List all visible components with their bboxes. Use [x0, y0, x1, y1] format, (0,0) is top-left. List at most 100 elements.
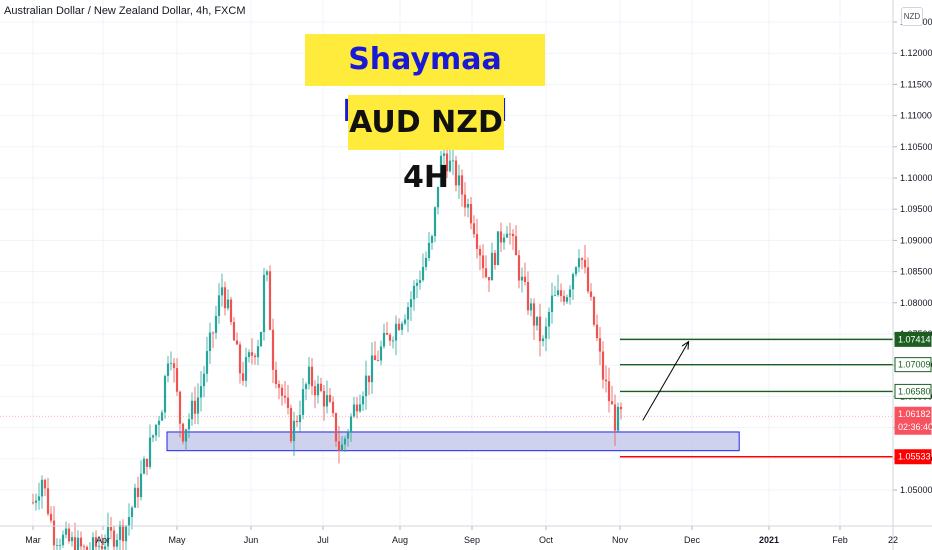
candle-body	[208, 332, 212, 352]
time-axis-label: May	[168, 535, 186, 545]
candle-body	[292, 420, 296, 442]
candle-body	[466, 203, 470, 208]
candle-body	[361, 396, 365, 405]
candle-body	[322, 390, 326, 407]
time-axis-label: Apr	[96, 535, 110, 545]
candle-body	[379, 346, 383, 361]
candle-body	[298, 414, 302, 423]
candle-body	[448, 160, 452, 172]
pair-annotation[interactable]: AUD NZD 4H	[348, 95, 504, 195]
candle-body	[97, 545, 101, 547]
candle-body	[400, 323, 404, 330]
candle-body	[583, 259, 587, 268]
candle-body	[232, 322, 236, 341]
candle-body	[397, 323, 401, 330]
candle-body	[76, 537, 80, 550]
candle-body	[523, 276, 527, 283]
candle-body	[619, 406, 623, 410]
candle-body	[31, 502, 35, 504]
candle-body	[565, 297, 569, 302]
candle-body	[421, 266, 425, 281]
candle-body	[475, 234, 479, 249]
candle-body	[520, 276, 524, 281]
price-tick-label: 1.11500	[900, 79, 932, 89]
candle-body	[106, 527, 110, 547]
candle-body	[187, 419, 191, 430]
symbol-title: Australian Dollar / New Zealand Dollar, …	[4, 5, 246, 17]
candle-body	[82, 546, 86, 548]
candle-body	[508, 233, 512, 235]
candle-body	[325, 395, 329, 407]
candle-body	[412, 285, 416, 300]
candle-body	[538, 316, 542, 342]
candle-body	[469, 203, 473, 224]
candle-body	[364, 375, 368, 397]
candle-body	[586, 267, 590, 292]
candle-body	[265, 271, 269, 275]
candle-body	[40, 479, 44, 497]
candle-body	[211, 332, 215, 334]
candle-body	[145, 458, 149, 467]
candle-body	[340, 444, 344, 451]
candle-body	[289, 407, 293, 442]
time-axis-label: Sep	[464, 535, 480, 545]
time-axis-label: Dec	[684, 535, 701, 545]
candle-body	[460, 175, 464, 195]
candle-body	[301, 389, 305, 415]
candle-body	[190, 400, 194, 420]
candle-body	[52, 520, 56, 546]
price-tag-label: 1.05533	[898, 452, 931, 462]
candle-body	[43, 479, 47, 489]
candle-body	[355, 404, 359, 412]
price-tag: 1.06580	[894, 383, 932, 399]
candle-body	[121, 524, 125, 542]
price-tag-label: 1.06580	[898, 386, 931, 396]
candle-body	[61, 534, 65, 546]
candle-body	[574, 267, 578, 275]
candle-body	[124, 526, 128, 542]
candle-body	[490, 252, 494, 281]
candle-body	[472, 223, 476, 235]
levels	[0, 338, 893, 458]
author-annotation[interactable]: Shaymaa Mohamed	[305, 34, 545, 129]
candle-body	[481, 255, 485, 269]
candle-body	[256, 346, 260, 358]
candle-body	[304, 384, 308, 390]
candle-body	[526, 282, 530, 311]
candle-body	[202, 373, 206, 387]
candle-body	[220, 287, 224, 296]
price-tag: 1.05533	[894, 449, 932, 465]
candle-body	[223, 287, 227, 309]
candle-body	[175, 368, 179, 392]
candle-body	[157, 420, 161, 425]
candle-body	[217, 295, 221, 316]
candle-body	[253, 355, 257, 358]
candle-body	[274, 369, 278, 384]
candle-body	[34, 500, 38, 503]
currency-button[interactable]: NZD	[901, 7, 923, 26]
candle-body	[148, 437, 152, 467]
candle-body	[541, 338, 545, 342]
candle-body	[277, 383, 281, 388]
candle-body	[295, 420, 299, 423]
candle-body	[403, 319, 407, 324]
candle-body	[457, 175, 461, 186]
candle-body	[376, 360, 380, 361]
candle-body	[415, 282, 419, 286]
candle-body	[505, 233, 509, 238]
price-tag-bg	[894, 331, 932, 347]
candle-body	[181, 423, 185, 442]
candle-body	[385, 333, 389, 335]
projection-arrow-shaft	[642, 341, 690, 421]
candle-body	[259, 331, 263, 347]
candle-body	[316, 383, 320, 396]
candle-body	[547, 311, 551, 327]
candle-body	[589, 291, 593, 297]
price-tick-label: 1.10000	[900, 173, 932, 183]
candle-body	[136, 487, 140, 497]
price-tag-label: 1.06182	[898, 409, 931, 419]
time-axis-label: 2021	[759, 535, 779, 545]
